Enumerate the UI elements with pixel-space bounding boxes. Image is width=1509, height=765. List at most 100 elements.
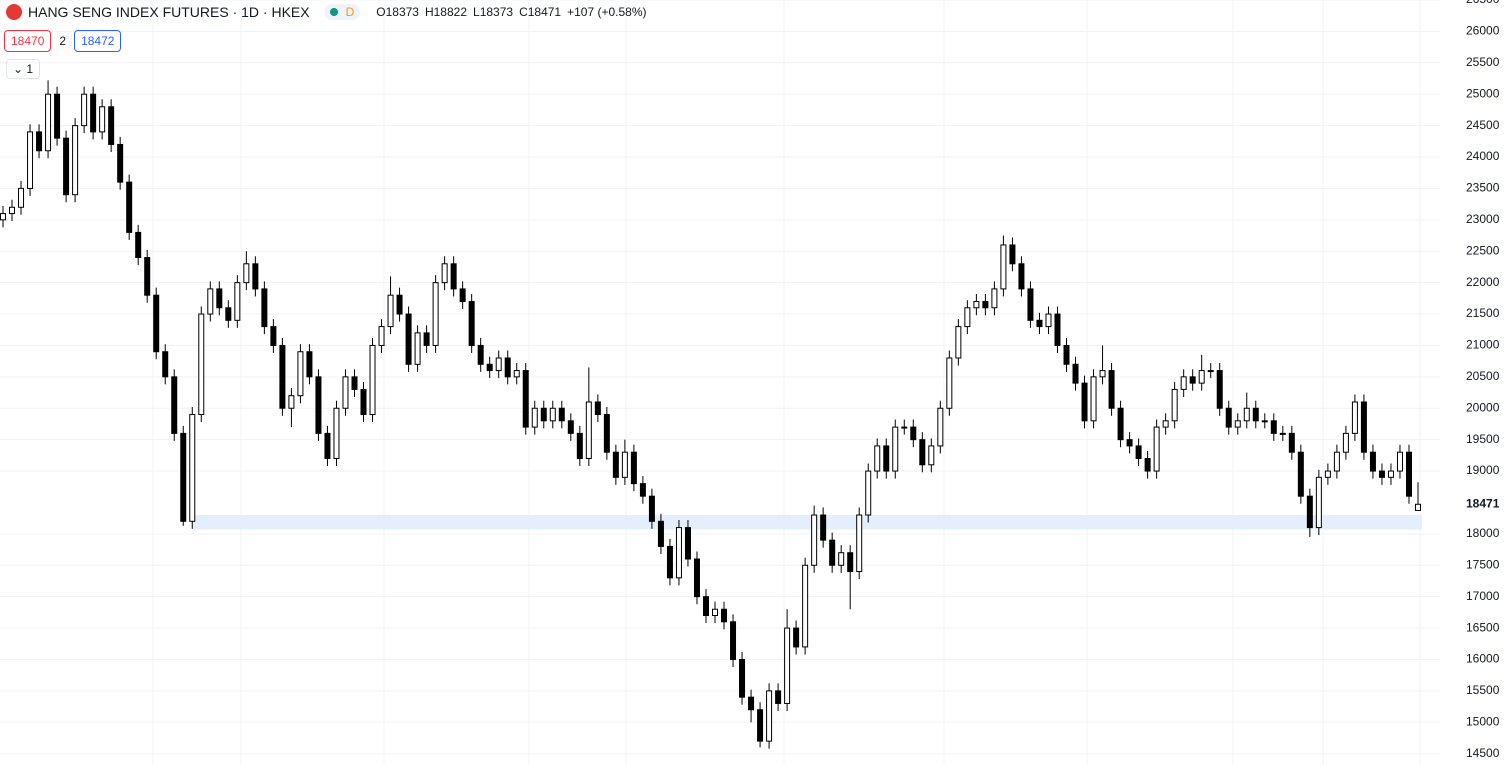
candle-body xyxy=(1324,470,1331,478)
candle-body xyxy=(1360,401,1367,453)
candle-body xyxy=(612,451,619,478)
candle-body xyxy=(1315,476,1322,529)
candle-body xyxy=(405,313,412,365)
candle-body xyxy=(1405,451,1412,497)
y-tick-label: 24500 xyxy=(1466,118,1500,132)
candle-body xyxy=(937,407,944,447)
candle-body xyxy=(1252,407,1259,422)
candle-body xyxy=(1126,439,1133,447)
y-tick-label: 19500 xyxy=(1466,432,1500,446)
candle-body xyxy=(784,627,791,704)
candle-body xyxy=(9,206,16,215)
candle-body xyxy=(1387,470,1394,478)
y-tick-label: 23500 xyxy=(1466,181,1500,195)
candle-body xyxy=(675,527,682,579)
candle-body xyxy=(198,313,205,416)
candle-body xyxy=(63,137,70,196)
candle-body xyxy=(621,451,628,478)
candle-body xyxy=(225,307,232,321)
candle-body xyxy=(378,326,385,346)
candle-body xyxy=(1108,370,1115,409)
candle-body xyxy=(630,451,637,485)
candle-body xyxy=(117,143,124,183)
candle-body xyxy=(1162,420,1169,428)
candle-body xyxy=(657,520,664,547)
candle-body xyxy=(856,514,863,573)
candle-body xyxy=(702,596,709,617)
y-tick-label: 15000 xyxy=(1466,714,1500,728)
y-tick-label: 22500 xyxy=(1466,243,1500,257)
candle-body xyxy=(1270,420,1277,434)
candle-body xyxy=(468,300,475,346)
candle-body xyxy=(360,388,367,416)
candle-body xyxy=(576,432,583,459)
candle-body xyxy=(153,294,160,353)
candle-body xyxy=(108,106,115,145)
y-tick-label: 17500 xyxy=(1466,557,1500,571)
spread: 2 xyxy=(59,34,67,48)
candle-body xyxy=(603,414,610,453)
candle-body xyxy=(171,376,178,434)
ohlc-open: O18373 xyxy=(376,5,419,19)
candle-body xyxy=(1090,376,1097,422)
candle-body xyxy=(883,445,890,472)
candle-body xyxy=(946,357,953,409)
candle-body xyxy=(910,426,917,441)
candle-body xyxy=(865,470,872,516)
candle-body xyxy=(1243,407,1250,422)
candle-body xyxy=(585,401,592,459)
candle-body xyxy=(901,426,908,429)
y-tick-label: 26500 xyxy=(1466,0,1500,6)
candle-body xyxy=(847,552,854,573)
candle-body xyxy=(1351,401,1358,434)
candle-body xyxy=(513,370,520,378)
y-tick-label: 21000 xyxy=(1466,338,1500,352)
status-dot xyxy=(329,8,338,16)
candle-body xyxy=(315,376,322,434)
candle-body xyxy=(802,564,809,648)
candle-body xyxy=(27,131,34,189)
ohlc-close: C18471 xyxy=(519,5,562,19)
candle-body xyxy=(1018,263,1025,290)
candle-body xyxy=(486,363,493,372)
indicator-toggle[interactable]: ⌄ 1 xyxy=(6,59,41,79)
candle-body xyxy=(99,106,106,133)
candle-body xyxy=(1099,370,1106,378)
candle-body xyxy=(540,407,547,422)
candle-body xyxy=(1072,363,1079,384)
candle-body xyxy=(18,187,25,208)
candle-body xyxy=(387,294,394,328)
y-tick-label: 20000 xyxy=(1466,400,1500,414)
candle-body xyxy=(793,627,800,648)
bid-button[interactable]: 18470 xyxy=(4,30,52,52)
candle-body xyxy=(766,690,773,742)
candle-body xyxy=(297,351,304,397)
y-tick-label: 23000 xyxy=(1466,212,1500,226)
candle-body xyxy=(1333,451,1340,472)
candle-body xyxy=(1171,388,1178,422)
candle-body xyxy=(432,282,439,346)
candle-body xyxy=(1378,470,1385,478)
candle-body xyxy=(459,288,466,302)
candle-body xyxy=(531,407,538,428)
candle-body xyxy=(757,709,764,742)
candle-body xyxy=(54,93,61,139)
candle-body xyxy=(1027,288,1034,321)
interval-badge: D xyxy=(345,5,355,19)
candle-body xyxy=(955,326,962,359)
candle-body xyxy=(414,332,421,365)
candle-body xyxy=(36,131,43,152)
candle-body xyxy=(144,257,151,296)
candle-body xyxy=(973,300,980,309)
ohlc-low: L18373 xyxy=(473,5,514,19)
ohlc-high: H18822 xyxy=(424,5,468,19)
market-status[interactable]: D xyxy=(323,4,361,20)
candle-body xyxy=(1342,432,1349,453)
ask-button[interactable]: 18472 xyxy=(74,30,122,52)
candle-body xyxy=(1045,313,1052,328)
chart-title[interactable]: HANG SENG INDEX FUTURES · 1D · HKEX xyxy=(28,4,310,20)
candle-body xyxy=(306,351,313,378)
candle-body xyxy=(0,213,6,221)
candle-body xyxy=(279,344,286,409)
